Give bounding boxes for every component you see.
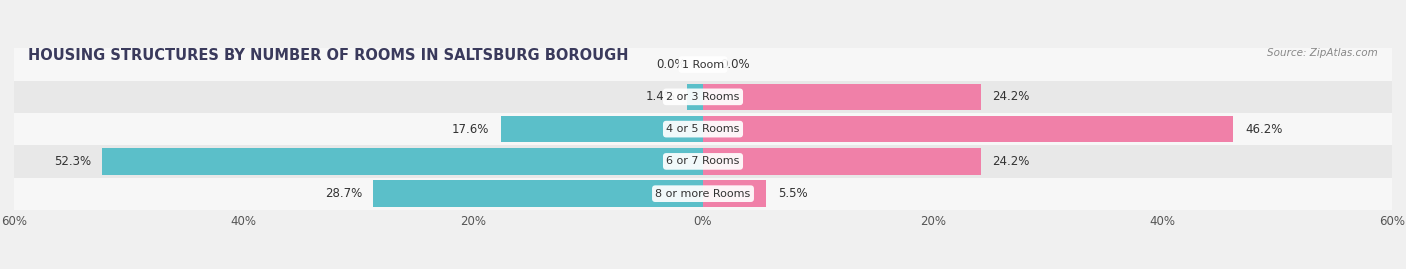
Text: 52.3%: 52.3%	[53, 155, 91, 168]
Bar	[501, 116, 703, 142]
Text: 6 or 7 Rooms: 6 or 7 Rooms	[666, 156, 740, 167]
Text: 0.0%: 0.0%	[720, 58, 749, 71]
Text: 2 or 3 Rooms: 2 or 3 Rooms	[666, 92, 740, 102]
Text: 0.0%: 0.0%	[657, 58, 686, 71]
Bar	[703, 148, 981, 175]
Bar	[14, 113, 1392, 145]
Text: 1.4%: 1.4%	[645, 90, 675, 103]
Bar	[688, 84, 703, 110]
Bar	[703, 84, 981, 110]
Legend: Owner-occupied, Renter-occupied: Owner-occupied, Renter-occupied	[576, 266, 830, 269]
Text: 24.2%: 24.2%	[993, 90, 1029, 103]
Text: 24.2%: 24.2%	[993, 155, 1029, 168]
Bar	[14, 178, 1392, 210]
Text: 17.6%: 17.6%	[453, 123, 489, 136]
Bar	[103, 148, 703, 175]
Bar	[703, 116, 1233, 142]
Bar	[14, 48, 1392, 81]
Bar	[14, 81, 1392, 113]
Text: HOUSING STRUCTURES BY NUMBER OF ROOMS IN SALTSBURG BOROUGH: HOUSING STRUCTURES BY NUMBER OF ROOMS IN…	[28, 48, 628, 63]
Text: Source: ZipAtlas.com: Source: ZipAtlas.com	[1267, 48, 1378, 58]
Text: 4 or 5 Rooms: 4 or 5 Rooms	[666, 124, 740, 134]
Bar	[703, 180, 766, 207]
Text: 46.2%: 46.2%	[1244, 123, 1282, 136]
Text: 5.5%: 5.5%	[778, 187, 807, 200]
Text: 28.7%: 28.7%	[325, 187, 361, 200]
Bar	[374, 180, 703, 207]
Text: 8 or more Rooms: 8 or more Rooms	[655, 189, 751, 199]
Bar	[14, 145, 1392, 178]
Text: 1 Room: 1 Room	[682, 59, 724, 70]
